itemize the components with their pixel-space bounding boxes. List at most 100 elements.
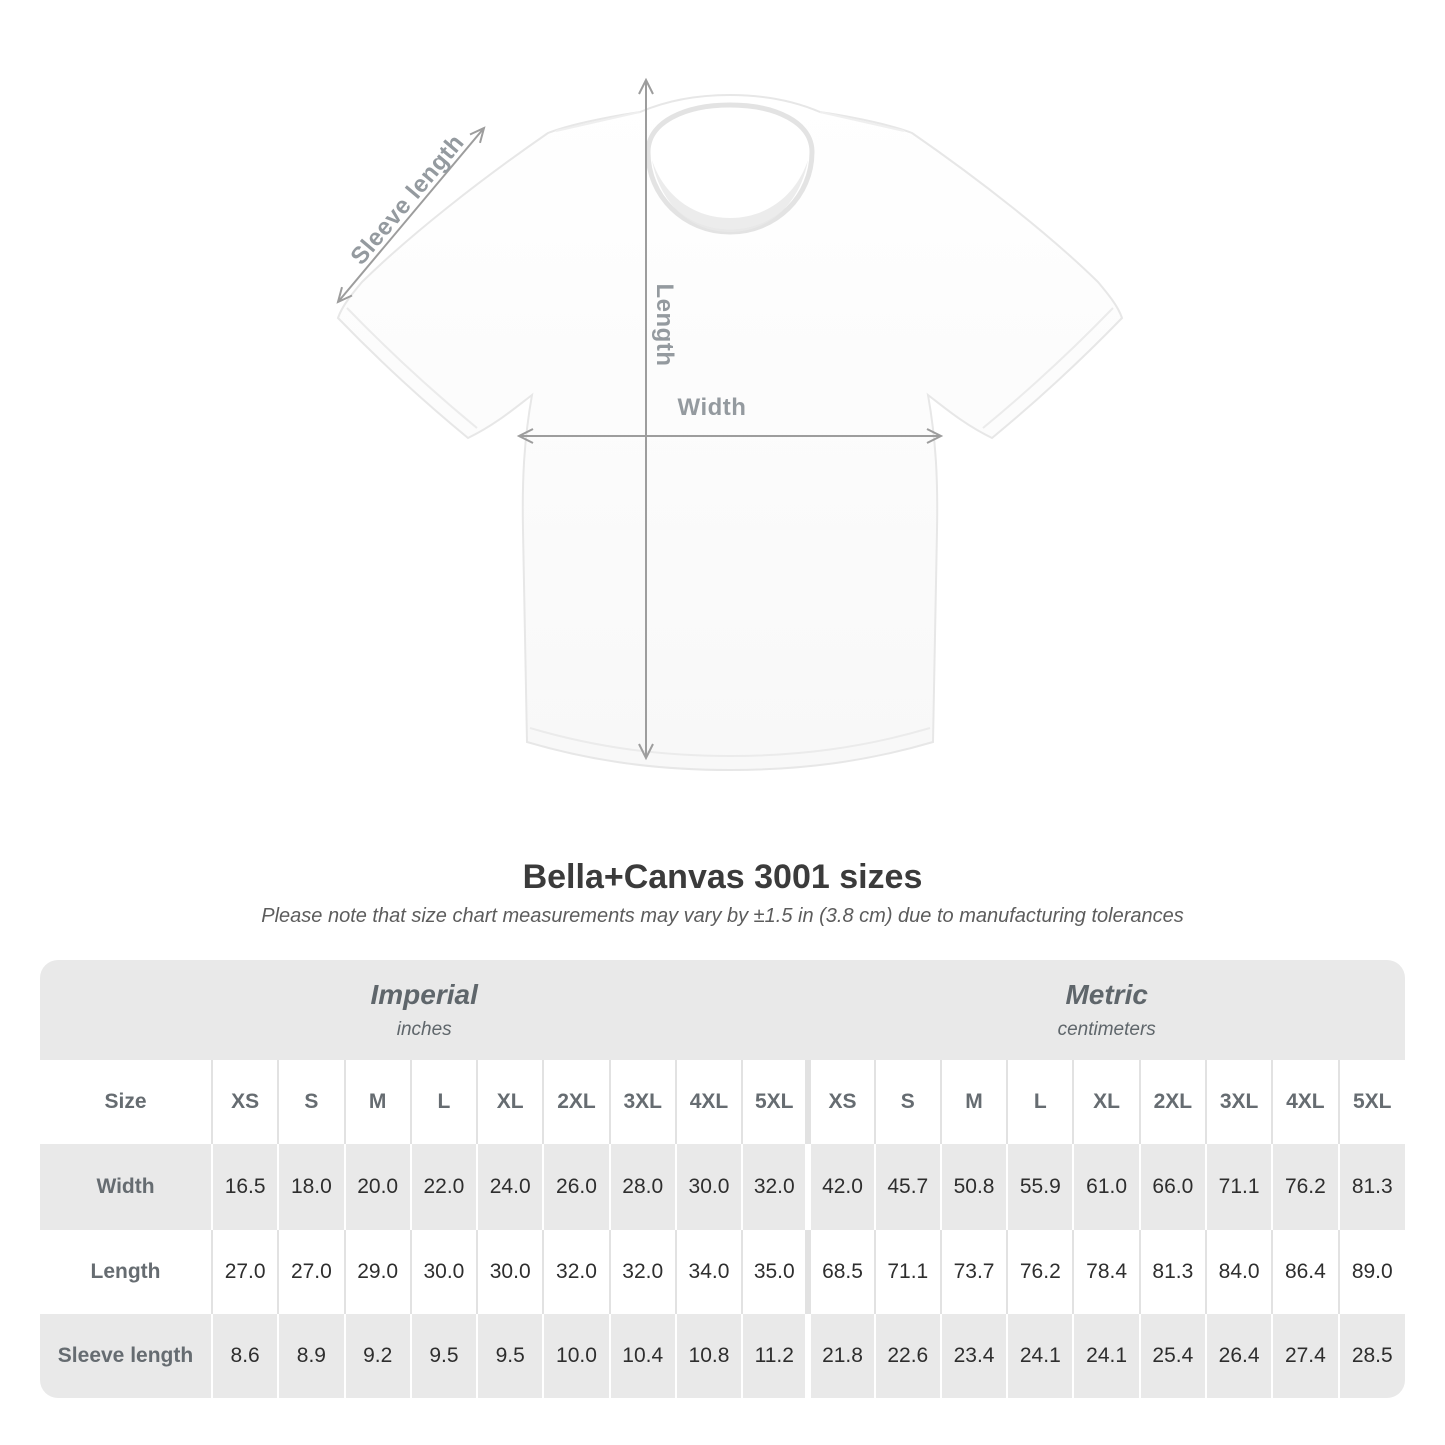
left-shoulder-seam xyxy=(555,111,641,132)
value-cell: 22.6 xyxy=(873,1314,941,1399)
value-cell: 42.0 xyxy=(805,1144,875,1231)
value-cell: 27.0 xyxy=(210,1230,279,1315)
size-header-cell: 2XL xyxy=(1138,1060,1206,1145)
value-cell: 11.2 xyxy=(741,1314,809,1399)
value-cell: 9.5 xyxy=(409,1314,478,1399)
size-header-cell: 3XL xyxy=(608,1060,676,1145)
size-header-row: Size XS S M L XL 2XL 3XL 4XL 5XL XS S M … xyxy=(40,1060,1405,1145)
size-header-cell: 5XL xyxy=(1337,1060,1405,1145)
size-header-cell: M xyxy=(343,1060,411,1145)
imperial-label: Imperial xyxy=(370,979,478,1011)
length-row-label: Length xyxy=(40,1230,212,1315)
tolerance-note: Please note that size chart measurements… xyxy=(261,905,1184,928)
imperial-group-header: Imperial inches xyxy=(40,960,809,1061)
value-cell: 30.0 xyxy=(476,1230,544,1315)
size-header-cell: XL xyxy=(476,1060,544,1145)
value-cell: 73.7 xyxy=(939,1230,1008,1315)
value-cell: 27.0 xyxy=(277,1230,345,1315)
value-cell: 24.1 xyxy=(1006,1314,1074,1399)
value-cell: 61.0 xyxy=(1072,1144,1140,1231)
hem-seam xyxy=(529,727,931,758)
right-shoulder-seam xyxy=(819,111,905,132)
value-cell: 8.9 xyxy=(277,1314,345,1399)
width-label: Width xyxy=(677,394,747,421)
left-cuff-seam xyxy=(346,307,478,429)
length-arrow xyxy=(638,77,654,761)
unit-group-row: Imperial inches Metric centimeters xyxy=(40,960,1405,1061)
size-table-container: Imperial inches Metric centimeters Size … xyxy=(40,960,1405,1399)
value-cell: 25.4 xyxy=(1138,1314,1206,1399)
metric-group-header: Metric centimeters xyxy=(808,960,1405,1061)
value-cell: 32.0 xyxy=(741,1144,809,1231)
collar-shadow xyxy=(652,160,808,232)
imperial-sublabel: inches xyxy=(396,1019,452,1041)
value-cell: 45.7 xyxy=(873,1144,941,1231)
size-header-cell: XL xyxy=(1072,1060,1140,1145)
value-cell: 20.0 xyxy=(343,1144,411,1231)
value-cell: 50.8 xyxy=(939,1144,1008,1231)
value-cell: 26.4 xyxy=(1204,1314,1273,1399)
value-cell: 86.4 xyxy=(1271,1230,1339,1315)
value-cell: 71.1 xyxy=(1204,1144,1273,1231)
value-cell: 34.0 xyxy=(674,1230,743,1315)
size-header-cell: XS xyxy=(210,1060,279,1145)
value-cell: 81.3 xyxy=(1138,1230,1206,1315)
value-cell: 32.0 xyxy=(608,1230,676,1315)
value-cell: 78.4 xyxy=(1072,1230,1140,1315)
value-cell: 8.6 xyxy=(210,1314,279,1399)
value-cell: 23.4 xyxy=(939,1314,1008,1399)
tshirt-illustration xyxy=(336,77,1124,772)
value-cell: 10.4 xyxy=(608,1314,676,1399)
sleeve-length-arrow xyxy=(336,126,486,304)
size-header-cell: XS xyxy=(805,1060,875,1145)
size-column-header: Size xyxy=(40,1060,212,1145)
value-cell: 68.5 xyxy=(805,1230,875,1315)
value-cell: 29.0 xyxy=(343,1230,411,1315)
size-header-cell: M xyxy=(939,1060,1008,1145)
value-cell: 30.0 xyxy=(409,1230,478,1315)
value-cell: 18.0 xyxy=(277,1144,345,1231)
value-cell: 76.2 xyxy=(1271,1144,1339,1231)
size-header-cell: S xyxy=(277,1060,345,1145)
value-cell: 9.2 xyxy=(343,1314,411,1399)
value-cell: 22.0 xyxy=(409,1144,478,1231)
sleeve-length-row: Sleeve length 8.6 8.9 9.2 9.5 9.5 10.0 1… xyxy=(40,1314,1405,1399)
page-title: Bella+Canvas 3001 sizes xyxy=(522,858,923,896)
value-cell: 24.0 xyxy=(476,1144,544,1231)
size-header-cell: L xyxy=(409,1060,478,1145)
metric-label: Metric xyxy=(1065,979,1148,1011)
value-cell: 10.0 xyxy=(542,1314,610,1399)
right-cuff-seam xyxy=(982,307,1114,429)
value-cell: 71.1 xyxy=(873,1230,941,1315)
value-cell: 16.5 xyxy=(210,1144,279,1231)
value-cell: 24.1 xyxy=(1072,1314,1140,1399)
width-arrow xyxy=(516,428,944,444)
value-cell: 26.0 xyxy=(542,1144,610,1231)
value-cell: 28.0 xyxy=(608,1144,676,1231)
value-cell: 10.8 xyxy=(674,1314,743,1399)
tshirt-body xyxy=(336,93,1124,772)
size-header-cell: 4XL xyxy=(674,1060,743,1145)
size-header-cell: 2XL xyxy=(542,1060,610,1145)
sleeve-length-row-label: Sleeve length xyxy=(40,1314,212,1399)
value-cell: 66.0 xyxy=(1138,1144,1206,1231)
value-cell: 55.9 xyxy=(1006,1144,1074,1231)
width-row-label: Width xyxy=(40,1144,212,1231)
value-cell: 76.2 xyxy=(1006,1230,1074,1315)
tshirt-measurement-diagram: Sleeve length Length Width xyxy=(336,77,1124,772)
value-cell: 84.0 xyxy=(1204,1230,1273,1315)
length-row: Length 27.0 27.0 29.0 30.0 30.0 32.0 32.… xyxy=(40,1230,1405,1315)
value-cell: 28.5 xyxy=(1337,1314,1405,1399)
value-cell: 21.8 xyxy=(805,1314,875,1399)
size-header-cell: L xyxy=(1006,1060,1074,1145)
size-header-cell: 5XL xyxy=(741,1060,809,1145)
value-cell: 32.0 xyxy=(542,1230,610,1315)
size-header-cell: 3XL xyxy=(1204,1060,1273,1145)
value-cell: 81.3 xyxy=(1337,1144,1405,1231)
size-table: Imperial inches Metric centimeters Size … xyxy=(40,960,1405,1399)
length-label: Length xyxy=(651,283,678,367)
value-cell: 9.5 xyxy=(476,1314,544,1399)
size-header-cell: S xyxy=(873,1060,941,1145)
metric-sublabel: centimeters xyxy=(1057,1019,1156,1041)
value-cell: 27.4 xyxy=(1271,1314,1339,1399)
